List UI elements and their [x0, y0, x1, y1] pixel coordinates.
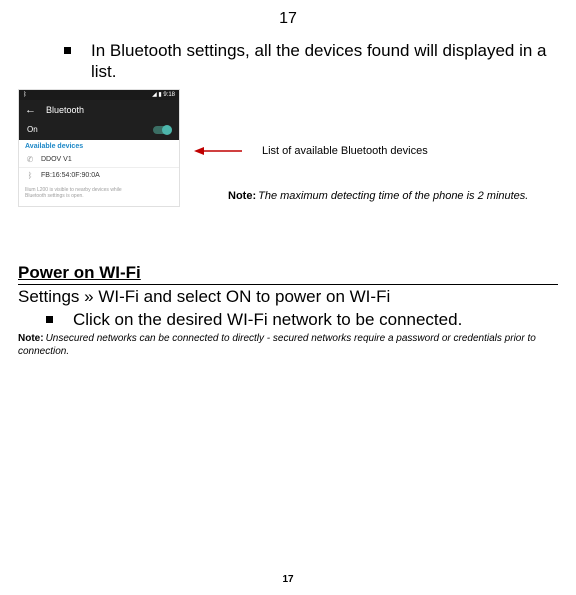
signal-icon: ◢ ▮ — [152, 92, 163, 98]
bluetooth-title: Bluetooth — [46, 105, 84, 115]
bullet-square-icon — [64, 47, 71, 54]
bluetooth-screenshot: ᛒ ◢ ▮ 9:18 ← Bluetooth On Available devi… — [18, 89, 180, 207]
bluetooth-bullet-row: In Bluetooth settings, all the devices f… — [64, 40, 558, 83]
arrow-annotation-row: List of available Bluetooth devices — [194, 145, 528, 157]
wifi-path: Settings » WI-Fi and select ON to power … — [18, 287, 558, 307]
bluetooth-header: ← Bluetooth — [19, 100, 179, 120]
bluetooth-footer-note: Ilium L200 is visible to nearby devices … — [19, 183, 179, 206]
bullet-square-icon — [46, 316, 53, 323]
wifi-note-prefix: Note: — [18, 333, 44, 344]
wifi-security-note: Note:Unsecured networks can be connected… — [18, 332, 558, 358]
page-number-top: 17 — [18, 10, 558, 28]
bluetooth-on-row: On — [19, 120, 179, 140]
note-prefix: Note: — [228, 190, 256, 202]
bluetooth-bullet-text: In Bluetooth settings, all the devices f… — [91, 40, 558, 83]
device-2-name: FB:16:54:0F:90:0A — [41, 172, 100, 179]
back-arrow-icon[interactable]: ← — [25, 104, 36, 116]
wifi-bullet-text: Click on the desired WI-Fi network to be… — [73, 309, 462, 330]
status-bt-icon: ᛒ — [23, 92, 27, 98]
detecting-time-note: Note:The maximum detecting time of the p… — [228, 189, 528, 203]
bt-footer-line1: Ilium L200 is visible to nearby devices … — [25, 187, 122, 193]
device-row-2[interactable]: ᛒ FB:16:54:0F:90:0A — [19, 168, 179, 183]
wifi-heading: Power on WI-Fi — [18, 263, 558, 285]
red-arrow-icon — [194, 146, 242, 156]
device-1-name: DDOV V1 — [41, 156, 72, 163]
wifi-bullet-row: Click on the desired WI-Fi network to be… — [46, 309, 558, 330]
bluetooth-icon: ᛒ — [25, 171, 35, 180]
on-label: On — [27, 125, 38, 134]
status-time-text: 9:18 — [163, 92, 175, 98]
arrow-label: List of available Bluetooth devices — [262, 145, 428, 157]
status-bar: ᛒ ◢ ▮ 9:18 — [19, 90, 179, 100]
annotation-column: List of available Bluetooth devices Note… — [194, 89, 528, 203]
page-container: 17 In Bluetooth settings, all the device… — [0, 0, 576, 595]
status-time: ◢ ▮ 9:18 — [152, 91, 175, 98]
available-devices-label: Available devices — [19, 140, 179, 152]
device-row-1[interactable]: ✆ DDOV V1 — [19, 152, 179, 168]
page-number-footer: 17 — [0, 574, 576, 585]
headset-icon: ✆ — [25, 155, 35, 164]
screenshot-annotation-row: ᛒ ◢ ▮ 9:18 ← Bluetooth On Available devi… — [18, 89, 558, 207]
bt-footer-line2: Bluetooth settings is open. — [25, 193, 84, 199]
note-body: The maximum detecting time of the phone … — [258, 190, 528, 202]
bluetooth-toggle[interactable] — [153, 126, 171, 134]
wifi-note-body: Unsecured networks can be connected to d… — [18, 333, 536, 357]
